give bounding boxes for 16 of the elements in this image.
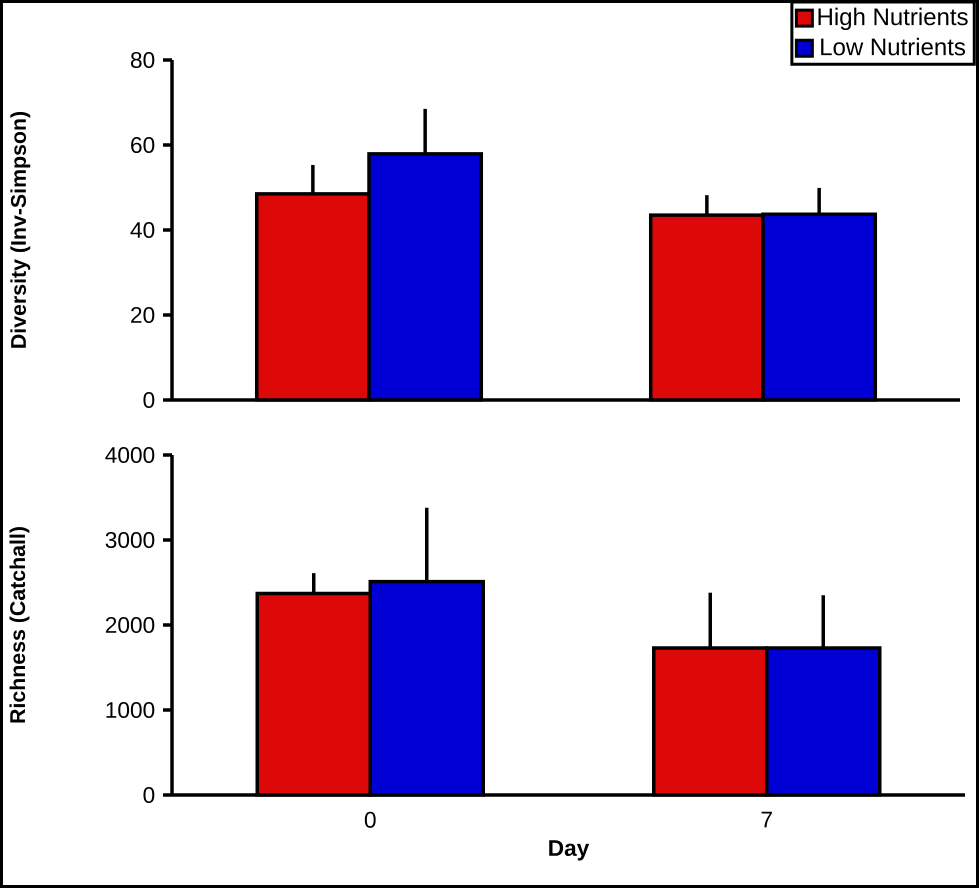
y-tick-label: 60	[131, 136, 154, 154]
y-tick-label: 3000	[106, 532, 154, 548]
y-tick-label: 80	[130, 52, 154, 68]
legend-label: Low Nutrients	[821, 38, 966, 56]
legend-label: High Nutrients	[818, 8, 968, 30]
y-tick-label: 20	[131, 306, 154, 324]
y-tick-label: 40	[130, 222, 154, 238]
x-tick-label: 7	[762, 812, 772, 828]
y-tick-label: 2000	[106, 616, 154, 634]
y-tick-label: 1000	[106, 702, 154, 718]
y-tick-label: 0	[143, 392, 154, 408]
y-tick-label: 4000	[105, 446, 154, 464]
y-tick-label: 0	[143, 786, 154, 804]
y-axis-title: Diversity (Inv-Simpson)	[10, 112, 30, 348]
x-axis-title: Day	[549, 840, 590, 861]
y-axis-title: Richness (Catchall)	[10, 527, 30, 723]
